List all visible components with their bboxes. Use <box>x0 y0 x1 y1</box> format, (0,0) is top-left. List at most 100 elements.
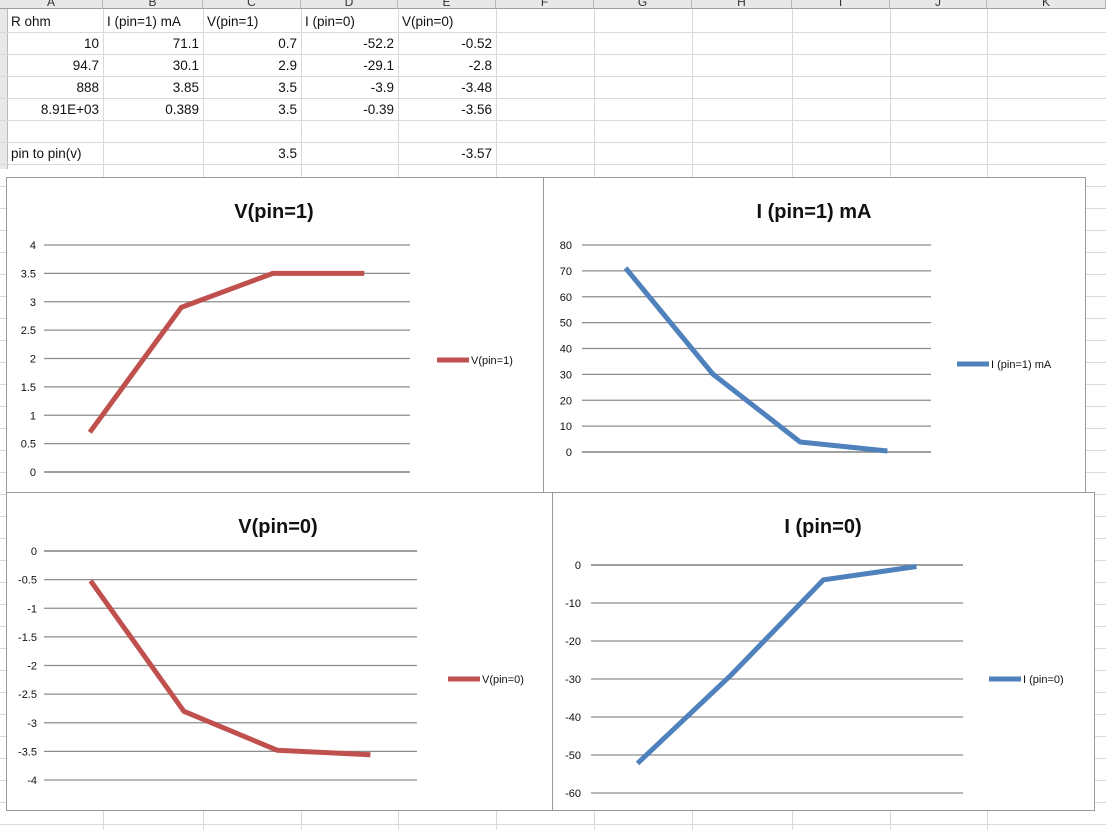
cell-v-pin1[interactable]: 2.9 <box>278 58 297 73</box>
series-line <box>635 564 917 766</box>
row-header-strip[interactable] <box>0 9 8 169</box>
series-line <box>88 579 371 758</box>
column-header-d[interactable]: D <box>301 0 398 9</box>
y-tick-label: 30 <box>560 369 572 381</box>
chart-title: I (pin=1) mA <box>756 201 871 223</box>
cell-header-r-ohm[interactable]: R ohm <box>11 14 51 29</box>
cell-header-v-pin0[interactable]: V(pin=0) <box>402 14 454 29</box>
grid-line <box>0 98 1106 99</box>
y-tick-label: 60 <box>560 292 572 304</box>
cell-header-v-pin1[interactable]: V(pin=1) <box>207 14 259 29</box>
y-tick-label: 0 <box>566 447 572 459</box>
column-header-b[interactable]: B <box>103 0 203 9</box>
chart-title: V(pin=1) <box>234 201 313 223</box>
cell-i-pin1[interactable]: 71.1 <box>172 36 199 51</box>
y-tick-label: 0 <box>31 546 37 558</box>
y-tick-label: -3 <box>27 718 37 730</box>
y-tick-label: 70 <box>560 266 572 278</box>
y-tick-label: -1 <box>27 603 37 615</box>
grid-line <box>0 120 1106 121</box>
column-header-f[interactable]: F <box>496 0 594 9</box>
y-tick-label: 10 <box>560 421 572 433</box>
y-tick-label: 40 <box>560 344 572 356</box>
cell-v-pin0[interactable]: -0.52 <box>461 36 492 51</box>
legend-label: V(pin=0) <box>482 674 524 686</box>
column-header-j[interactable]: J <box>890 0 987 9</box>
chart-title: I (pin=0) <box>784 516 861 538</box>
column-header-g[interactable]: G <box>594 0 692 9</box>
grid-line <box>0 142 1106 143</box>
y-tick-label: 3 <box>30 297 36 309</box>
cell-v-pin0[interactable]: -2.8 <box>468 58 492 73</box>
column-header-e[interactable]: E <box>398 0 496 9</box>
cell-v-pin0[interactable]: -3.48 <box>461 80 492 95</box>
y-tick-label: -30 <box>565 674 581 686</box>
cell-v-pin1[interactable]: 3.5 <box>278 102 297 117</box>
chart-title: V(pin=0) <box>238 516 317 538</box>
y-tick-label: 0.5 <box>21 439 36 451</box>
cell-pin-to-pin-v0[interactable]: -3.57 <box>461 146 492 161</box>
grid-line <box>0 824 1106 825</box>
series-line <box>623 266 888 454</box>
legend-label: V(pin=1) <box>471 355 513 367</box>
column-header-k[interactable]: K <box>987 0 1106 9</box>
cell-r-ohm[interactable]: 10 <box>83 36 99 51</box>
y-tick-label: 0 <box>575 560 581 572</box>
series-line <box>87 270 365 434</box>
cell-pin-to-pin-v1[interactable]: 3.5 <box>278 146 297 161</box>
cell-i-pin1[interactable]: 30.1 <box>172 58 199 73</box>
column-header-c[interactable]: C <box>203 0 301 9</box>
grid-line <box>0 164 1106 165</box>
chart-svg: I (pin=0) 0 -10 -20 -30 -40 -50 -60 I (pin=0) <box>565 516 1064 800</box>
y-tick-label: 2 <box>30 354 36 366</box>
y-tick-label: 2.5 <box>21 325 36 337</box>
cell-i-pin0[interactable]: -52.2 <box>363 36 394 51</box>
cell-r-ohm[interactable]: 94.7 <box>72 58 99 73</box>
y-tick-label: -2 <box>27 661 37 673</box>
column-header-h[interactable]: H <box>692 0 792 9</box>
chart-i-pin1[interactable]: I (pin=1) mA 0 10 20 30 40 50 60 70 80 I (pin=1) m… <box>543 177 1086 493</box>
y-tick-label: 1.5 <box>21 382 36 394</box>
chart-svg: V(pin=1) 0 0.5 1 1.5 2 2.5 3 3.5 4 V(pin=1) <box>21 201 513 479</box>
cell-i-pin0[interactable]: -29.1 <box>363 58 394 73</box>
chart-svg: V(pin=0) 0 -0.5 -1 -1.5 -2 -2.5 -3 -3.5 -4 V(pin=0… <box>18 516 524 787</box>
y-tick-label: -50 <box>565 750 581 762</box>
chart-svg: I (pin=1) mA 0 10 20 30 40 50 60 70 80 I (pin=1) m… <box>560 201 1052 459</box>
y-tick-label: 1 <box>30 410 36 422</box>
cell-i-pin1[interactable]: 0.389 <box>165 102 199 117</box>
y-tick-label: -0.5 <box>18 575 37 587</box>
grid-line <box>0 32 1106 33</box>
cell-v-pin1[interactable]: 0.7 <box>278 36 297 51</box>
grid-line <box>0 76 1106 77</box>
y-tick-label: -20 <box>565 636 581 648</box>
chart-v-pin0[interactable]: V(pin=0) 0 -0.5 -1 -1.5 -2 -2.5 -3 -3.5 -4 V(pin=0… <box>6 492 553 811</box>
y-tick-label: -2.5 <box>18 689 37 701</box>
cell-v-pin1[interactable]: 3.5 <box>278 80 297 95</box>
cell-i-pin1[interactable]: 3.85 <box>172 80 199 95</box>
grid-line <box>0 54 1106 55</box>
legend-label: I (pin=1) mA <box>991 359 1052 371</box>
y-tick-label: 20 <box>560 395 572 407</box>
y-tick-label: -1.5 <box>18 632 37 644</box>
chart-i-pin0[interactable]: I (pin=0) 0 -10 -20 -30 -40 -50 -60 I (pin=0) <box>552 492 1095 811</box>
y-tick-label: -10 <box>565 598 581 610</box>
y-tick-label: 3.5 <box>21 268 36 280</box>
cell-r-ohm[interactable]: 888 <box>76 80 99 95</box>
y-tick-label: 80 <box>560 240 572 252</box>
cell-v-pin0[interactable]: -3.56 <box>461 102 492 117</box>
cell-header-i-pin1[interactable]: I (pin=1) mA <box>107 14 181 29</box>
column-header-i[interactable]: I <box>792 0 890 9</box>
cell-header-i-pin0[interactable]: I (pin=0) <box>305 14 355 29</box>
y-tick-label: 4 <box>30 240 36 252</box>
cell-i-pin0[interactable]: -3.9 <box>370 80 394 95</box>
y-tick-label: -4 <box>27 775 37 787</box>
cell-pin-to-pin-label[interactable]: pin to pin(v) <box>11 146 82 161</box>
cell-r-ohm[interactable]: 8.91E+03 <box>40 102 99 117</box>
y-tick-label: -60 <box>565 788 581 800</box>
y-tick-label: 0 <box>30 467 36 479</box>
y-tick-label: -40 <box>565 712 581 724</box>
column-header-a[interactable]: A <box>0 0 103 9</box>
cell-i-pin0[interactable]: -0.39 <box>363 102 394 117</box>
chart-v-pin1[interactable]: V(pin=1) 0 0.5 1 1.5 2 2.5 3 3.5 4 V(pin=1) <box>6 177 544 493</box>
